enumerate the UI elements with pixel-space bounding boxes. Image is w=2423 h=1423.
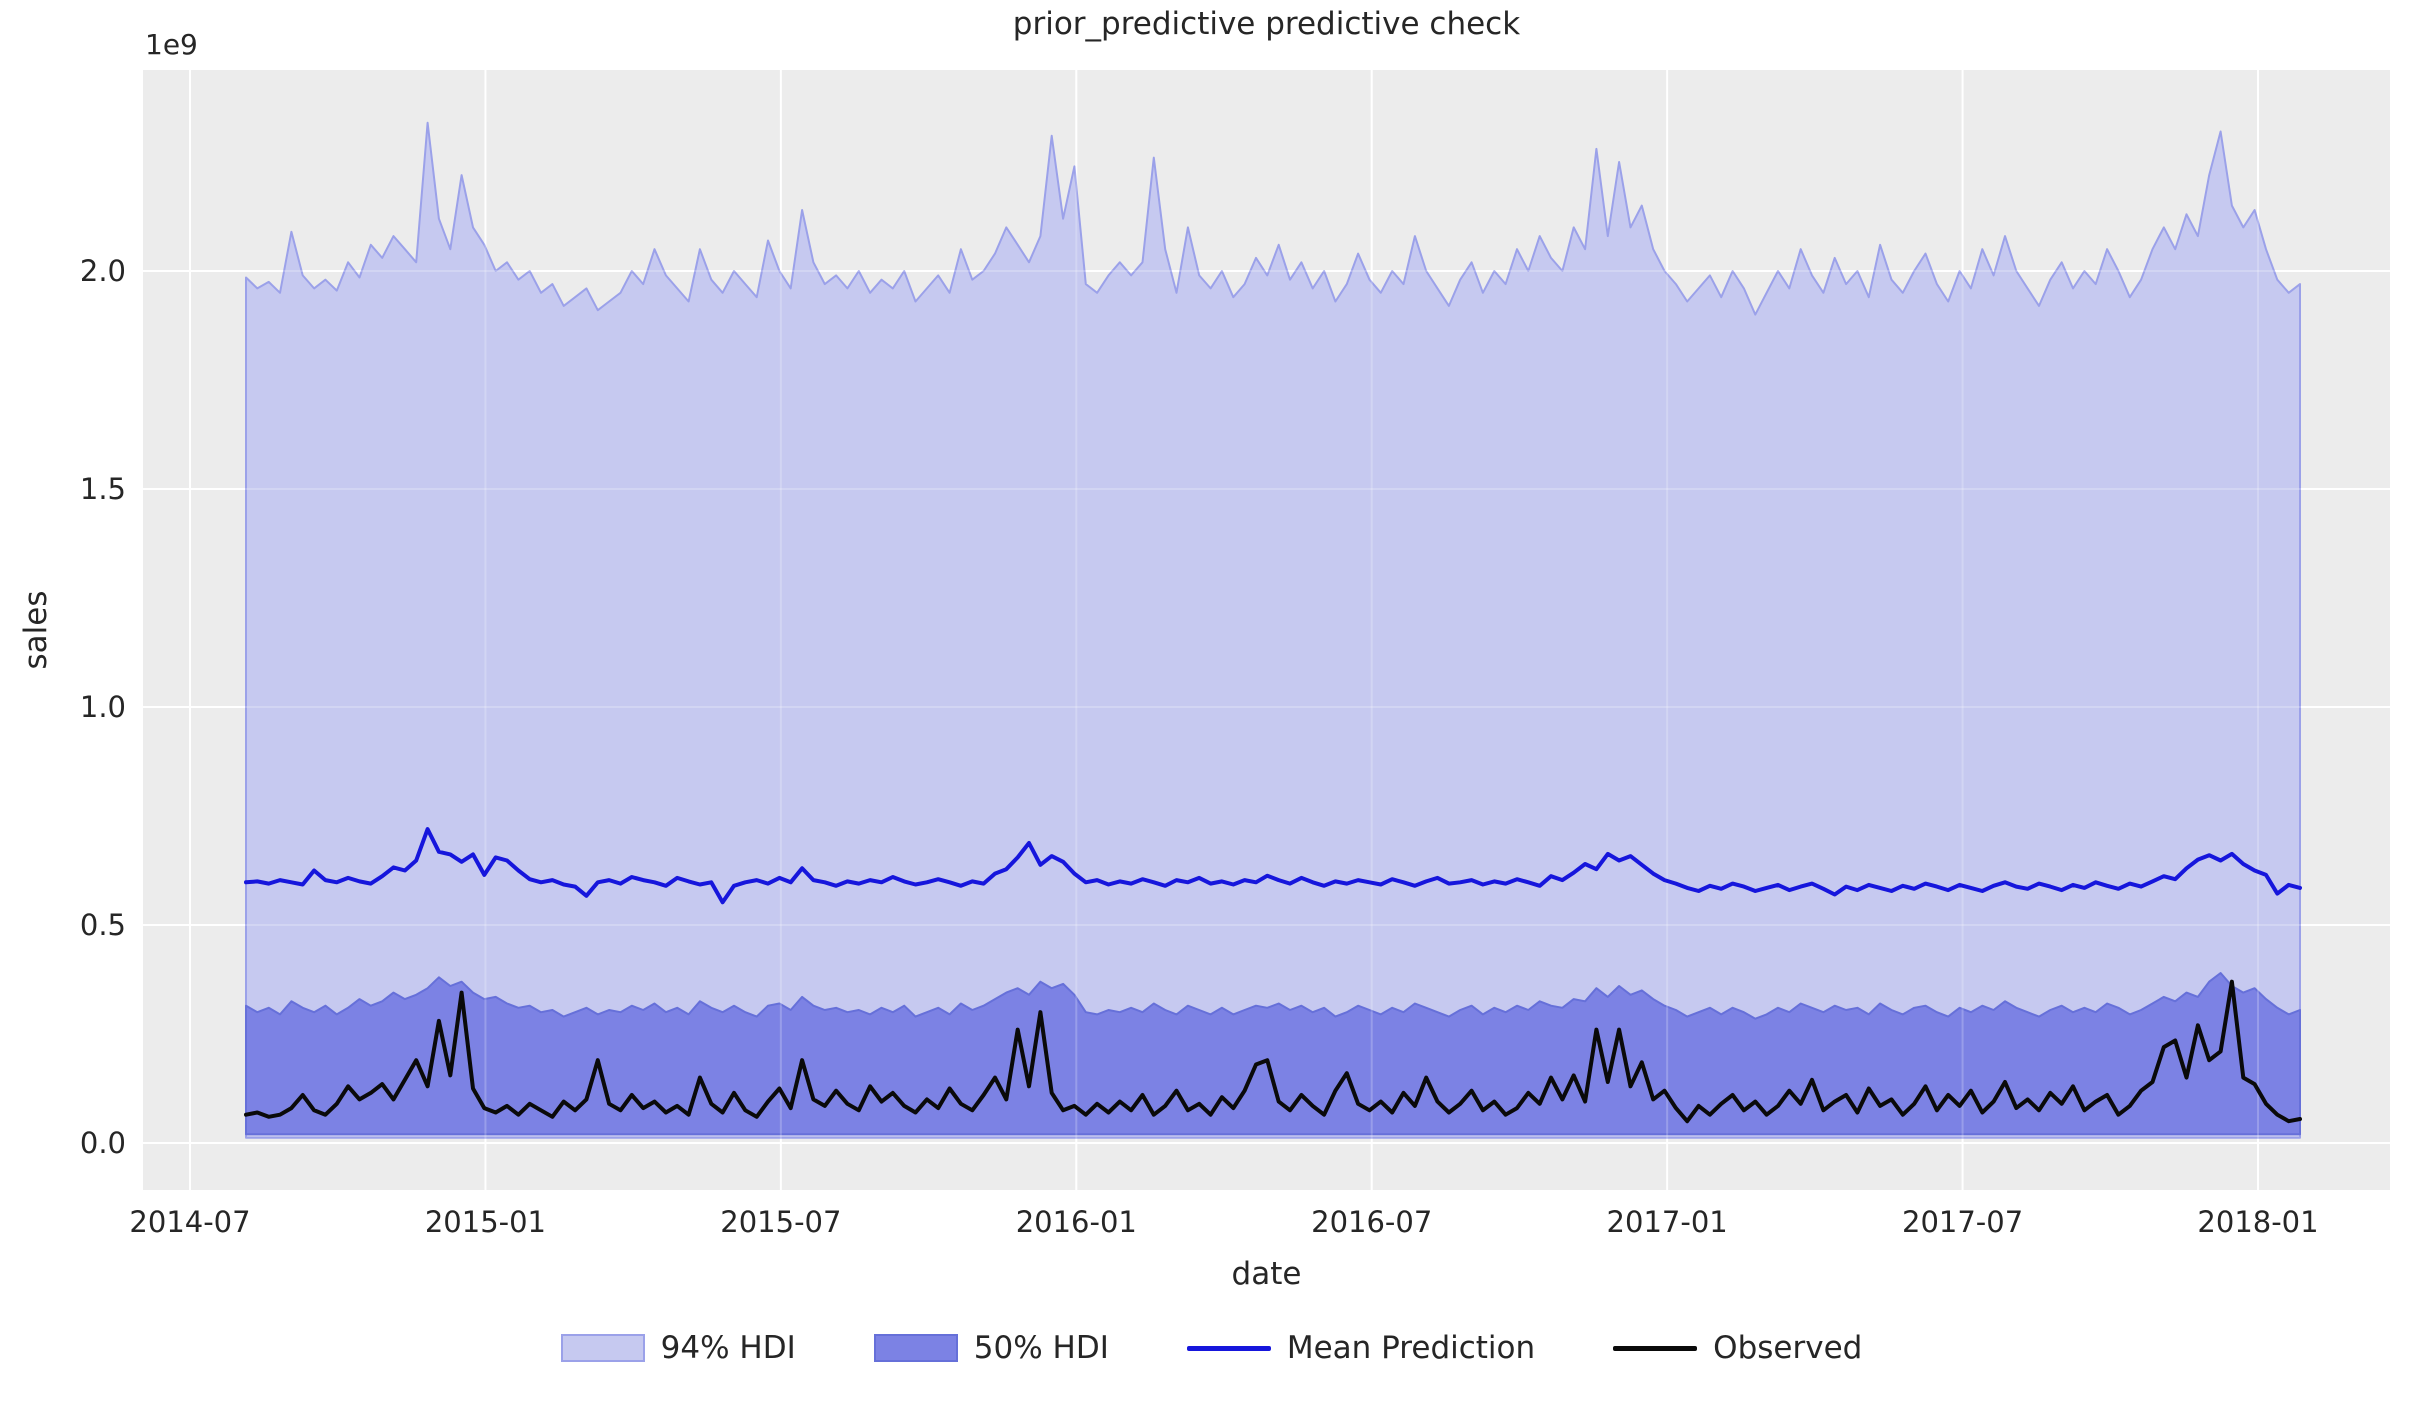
legend-label-observed: Observed bbox=[1713, 1330, 1863, 1366]
plot-area bbox=[143, 70, 2390, 1190]
hdi-94-band bbox=[245, 121, 2301, 1139]
y-axis-label: sales bbox=[18, 590, 54, 670]
x-axis-label: date bbox=[1231, 1256, 1302, 1292]
chart-canvas bbox=[143, 70, 2390, 1190]
legend-item-observed: Observed bbox=[1613, 1330, 1862, 1366]
legend-item-94-hdi: 94% HDI bbox=[560, 1330, 796, 1366]
x-tick-label: 2017-07 bbox=[1901, 1205, 2024, 1239]
x-tick-label: 2017-01 bbox=[1606, 1205, 1728, 1239]
legend-item-50-hdi: 50% HDI bbox=[873, 1330, 1109, 1366]
x-tick-label: 2015-07 bbox=[720, 1205, 842, 1239]
x-tick-label: 2018-01 bbox=[2197, 1205, 2319, 1239]
mean-prediction-line bbox=[244, 827, 2302, 905]
x-tick-label: 2016-07 bbox=[1311, 1205, 1433, 1239]
x-tick-label: 2016-01 bbox=[1015, 1205, 1137, 1239]
y-tick-label: 0.5 bbox=[79, 908, 126, 942]
y-axis-offset-text: 1e9 bbox=[145, 28, 198, 61]
observed-line bbox=[244, 979, 2302, 1124]
legend-swatch-mean-prediction bbox=[1186, 1345, 1271, 1351]
y-tick-label: 0.0 bbox=[79, 1126, 126, 1160]
legend-label-mean-prediction: Mean Prediction bbox=[1286, 1330, 1536, 1366]
legend: 94% HDI 50% HDI Mean Prediction Observed bbox=[0, 1330, 2423, 1366]
y-tick-label: 1.0 bbox=[79, 690, 126, 724]
legend-label-94-hdi: 94% HDI bbox=[660, 1330, 796, 1366]
legend-swatch-50-hdi bbox=[873, 1334, 958, 1362]
y-tick-label: 1.5 bbox=[79, 472, 126, 506]
plot-title: prior_predictive predictive check bbox=[1012, 6, 1521, 42]
legend-swatch-observed bbox=[1613, 1345, 1698, 1351]
y-tick-label: 2.0 bbox=[79, 254, 126, 288]
x-tick-label: 2014-07 bbox=[129, 1205, 251, 1239]
x-tick-label: 2015-01 bbox=[424, 1205, 547, 1239]
legend-label-50-hdi: 50% HDI bbox=[973, 1330, 1109, 1366]
legend-swatch-94-hdi bbox=[560, 1334, 645, 1362]
legend-item-mean-prediction: Mean Prediction bbox=[1186, 1330, 1536, 1366]
